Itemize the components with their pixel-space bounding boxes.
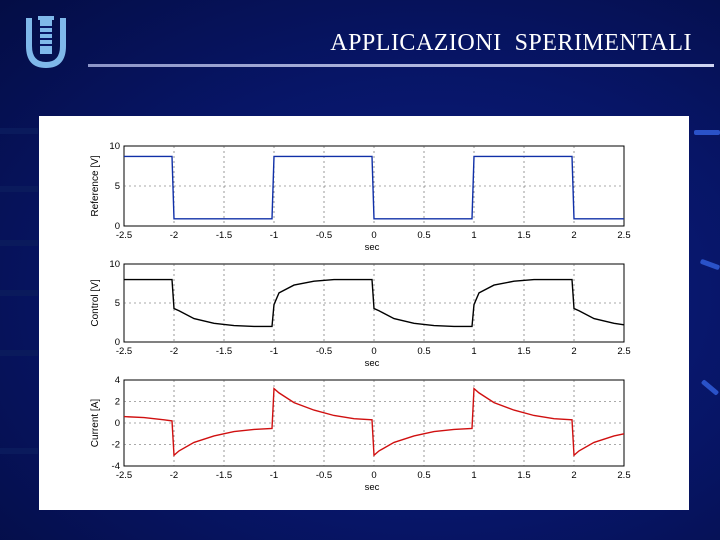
figure-panel: -2.5 -2 -1.5 -1 -0.5 0 0.5 1 1.5 2 2.5 10 5 0 sec Refer… xyxy=(39,116,689,510)
plot-3-y-tick-label: 4 xyxy=(115,375,120,386)
plot-3-x-tick-label: 2 xyxy=(571,470,576,481)
plot-3-x-tick-label: -0.5 xyxy=(316,470,332,481)
plot-1-x-tick-label: -2.5 xyxy=(116,230,132,241)
plot-3-x-tick-label: -2 xyxy=(170,470,178,481)
plot-3-x-axis-label: sec xyxy=(365,482,380,493)
plot-1-x-tick-label: -0.5 xyxy=(316,230,332,241)
plot-2-y-tick-label: 10 xyxy=(109,259,120,270)
plot-2-x-axis-label: sec xyxy=(365,358,380,369)
decor-bar xyxy=(0,128,38,134)
plot-1-x-tick-label: 0.5 xyxy=(417,230,430,241)
plot-3-y-axis-label: Current [A] xyxy=(90,399,101,448)
plot-3-x-tick-label: 0 xyxy=(371,470,376,481)
plot-1-x-tick-label: -1.5 xyxy=(216,230,232,241)
plot-3-series-line xyxy=(123,387,625,457)
plot-3-y-tick-label: 0 xyxy=(115,418,120,429)
plot-2-x-tick-label: 1 xyxy=(471,346,476,357)
plot-1-x-tick-label: 2 xyxy=(571,230,576,241)
plot-1-y-axis-label: Reference [V] xyxy=(90,155,101,216)
plot-2-x-tick-label: -1.5 xyxy=(216,346,232,357)
plot-1-x-axis-label: sec xyxy=(365,242,380,253)
plot-2-y-axis-label: Control [V] xyxy=(90,279,101,326)
decor-streak xyxy=(694,130,720,135)
plot-2-x-tick-label: 2 xyxy=(571,346,576,357)
plot-2-x-tick-label: 2.5 xyxy=(617,346,630,357)
plot-2-y-tick-label: 5 xyxy=(115,298,120,309)
plot-1-x-tick-label: -1 xyxy=(270,230,278,241)
plot-1-x-tick-label: 1 xyxy=(471,230,476,241)
slide-title: APPLICAZIONI SPERIMENTALI xyxy=(330,30,692,56)
plot-2-y-tick-label: 0 xyxy=(115,337,120,348)
plot-1-y-tick-label: 5 xyxy=(115,181,120,192)
plot-2-x-tick-label: 0.5 xyxy=(417,346,430,357)
plot-2-series-line xyxy=(124,278,625,328)
plot-3-x-tick-label: 1 xyxy=(471,470,476,481)
plot-3-x-tick-label: -1 xyxy=(270,470,278,481)
plot-3-y-tick-label: 2 xyxy=(115,397,120,408)
plot-2-x-tick-label: 1.5 xyxy=(517,346,530,357)
plot-2-x-tick-label: -1 xyxy=(270,346,278,357)
university-tower-logo-icon xyxy=(26,16,66,68)
plot-1-x-tick-label: 0 xyxy=(371,230,376,241)
plot-1-y-tick-label: 0 xyxy=(115,221,120,232)
plot-2-x-tick-label: -2 xyxy=(170,346,178,357)
plot-2-x-tick-label: -2.5 xyxy=(116,346,132,357)
plot-3-x-tick-label: 2.5 xyxy=(617,470,630,481)
plot-2-x-tick-label: -0.5 xyxy=(316,346,332,357)
plot-3-x-tick-label: 0.5 xyxy=(417,470,430,481)
plot-3-x-tick-label: 1.5 xyxy=(517,470,530,481)
plot-1-x-tick-label: 1.5 xyxy=(517,230,530,241)
plot-3-x-tick-label: -1.5 xyxy=(216,470,232,481)
chart-figure: -2.5 -2 -1.5 -1 -0.5 0 0.5 1 1.5 2 2.51050secRefer… xyxy=(90,141,631,493)
decor-bar xyxy=(0,186,38,192)
decor-streak xyxy=(699,258,720,271)
decor-streak xyxy=(700,379,720,396)
plot-3-y-tick-label: -2 xyxy=(112,440,120,451)
title-rule xyxy=(88,64,714,67)
decor-bar xyxy=(0,290,38,296)
plot-3-x-tick-label: -2.5 xyxy=(116,470,132,481)
plot-1-x-tick-label: -2 xyxy=(170,230,178,241)
plot-3-y-tick-label: -4 xyxy=(112,461,120,472)
decor-bar xyxy=(0,350,38,356)
plot-1-x-tick-label: 2.5 xyxy=(617,230,630,241)
decor-bar xyxy=(0,448,38,454)
plot-1-y-tick-label: 10 xyxy=(109,141,120,152)
decor-bar xyxy=(0,240,38,246)
plot-1-series-line xyxy=(124,155,624,220)
plot-2-x-tick-label: 0 xyxy=(371,346,376,357)
